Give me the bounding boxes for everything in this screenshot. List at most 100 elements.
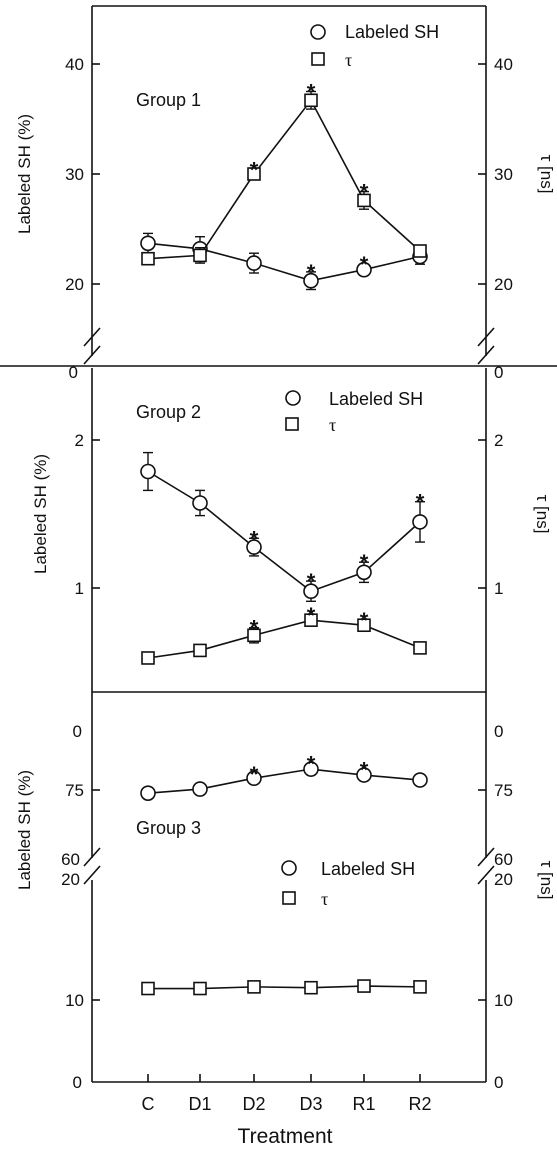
legend-label: τ — [329, 415, 336, 435]
labeled-sh-point — [192, 495, 208, 511]
labeled-sh-point — [356, 564, 372, 581]
labeled-sh-point — [412, 514, 428, 530]
axis-break-mark — [83, 327, 101, 347]
axis-break-mark — [477, 345, 495, 365]
labeled-sh-point — [246, 255, 262, 271]
legend-circle-marker — [310, 24, 326, 40]
significance-star: * — [416, 490, 425, 515]
tau-line — [147, 619, 421, 659]
group-label-2: Group 2 — [136, 402, 201, 422]
labeled-sh-point — [356, 261, 372, 278]
legend-group3: Labeled SH τ — [281, 859, 415, 909]
significance-star: * — [360, 180, 369, 205]
legend-label: Labeled SH — [329, 389, 423, 409]
axis-break-mark — [477, 327, 495, 347]
significance-star: * — [307, 752, 316, 777]
y-ticks — [92, 63, 486, 1001]
y-right-tick-label: 75 — [494, 781, 513, 800]
legend-circle-marker — [285, 390, 301, 406]
tau-point — [193, 248, 207, 263]
significance-star: * — [250, 616, 259, 641]
axis-break-mark — [83, 865, 101, 885]
y-tick-label: 30 — [65, 165, 84, 184]
labeled-sh-point — [246, 770, 262, 787]
axis-break-mark — [83, 345, 101, 365]
y-axis-title-group3: Labeled SH (%) — [15, 770, 34, 890]
significance-star: * — [360, 608, 369, 633]
y-tick-label: 20 — [61, 870, 80, 889]
group-label-3: Group 3 — [136, 818, 201, 838]
tau-point — [247, 628, 261, 643]
y-right-tick-label: 0 — [494, 722, 503, 741]
tau-point — [357, 979, 371, 993]
significance-star: * — [250, 158, 259, 183]
labeled-sh-line — [147, 470, 421, 593]
tau-point — [247, 167, 261, 181]
y-tick-label: 10 — [65, 991, 84, 1010]
x-tick-label: C — [142, 1094, 155, 1114]
significance-star: * — [307, 260, 316, 285]
significance-star: * — [307, 569, 316, 594]
significance-star: * — [360, 758, 369, 783]
tau-point — [141, 981, 155, 996]
y-right-tick-label: 40 — [494, 55, 513, 74]
labeled-sh-point — [356, 767, 372, 783]
y-right-tick-label: 60 — [494, 850, 513, 869]
significance-star: * — [360, 550, 369, 575]
y-axis-title-group1: Labeled SH (%) — [15, 114, 34, 234]
tau-line — [148, 985, 421, 990]
labeled-sh-point — [140, 235, 156, 252]
labeled-sh-point — [140, 785, 156, 801]
labeled-sh-point — [246, 539, 262, 555]
labeled-sh-line — [147, 242, 421, 282]
y-right-axis-title-group2: τ [ns] — [533, 495, 552, 534]
tau-point — [413, 244, 427, 258]
y-right-tick-label: 10 — [494, 991, 513, 1010]
y-right-axis-title-group3: τ [ns] — [537, 861, 556, 900]
legend-group2: Labeled SH τ — [285, 389, 423, 435]
tau-point — [357, 193, 371, 208]
y-tick-label: 1 — [75, 579, 84, 598]
tau-point — [304, 613, 318, 627]
y-axis-title-group2: Labeled SH (%) — [31, 454, 50, 574]
axis-break-mark — [477, 865, 495, 885]
y-tick-label: 0 — [73, 1073, 82, 1092]
chart-marks: * * * * * * * * * * * * * * * — [140, 80, 428, 996]
legend-label: Labeled SH — [321, 859, 415, 879]
significance-star: * — [360, 252, 369, 277]
tau-point — [304, 93, 318, 108]
x-axis-title: Treatment — [238, 1125, 333, 1148]
y-tick-label: 0 — [73, 722, 82, 741]
y-right-tick-label: 20 — [494, 275, 513, 294]
labeled-sh-point — [192, 781, 208, 797]
group-label-1: Group 1 — [136, 90, 201, 110]
x-tick-label: D3 — [299, 1094, 322, 1114]
legend-square-marker — [285, 417, 299, 431]
y-tick-label: 75 — [65, 781, 84, 800]
y-tick-label: 2 — [75, 431, 84, 450]
labeled-sh-point — [140, 463, 156, 480]
y-tick-label: 60 — [61, 850, 80, 869]
y-right-tick-label: 30 — [494, 165, 513, 184]
tau-point — [413, 980, 427, 994]
legend-label: τ — [321, 889, 328, 909]
significance-star: * — [250, 526, 259, 551]
tau-point — [141, 251, 155, 266]
x-tick-label: R2 — [408, 1094, 431, 1114]
x-tick-label: R1 — [352, 1094, 375, 1114]
y-right-tick-label: 0 — [494, 363, 503, 382]
y-tick-label: 20 — [65, 275, 84, 294]
y-right-tick-label: 20 — [494, 870, 513, 889]
axis-breaks — [83, 327, 495, 885]
x-tick-label: D2 — [242, 1094, 265, 1114]
y-tick-label: 0 — [69, 363, 78, 382]
tau-line — [147, 98, 421, 260]
tau-point — [357, 618, 371, 633]
tau-point — [247, 980, 261, 994]
labeled-sh-point — [412, 772, 428, 788]
x-axis-categories: C D1 D2 D3 R1 R2 — [142, 1074, 432, 1114]
y-right-axis-title-group1: τ [ns] — [537, 155, 556, 194]
x-tick-label: D1 — [188, 1094, 211, 1114]
tau-point — [193, 981, 207, 996]
